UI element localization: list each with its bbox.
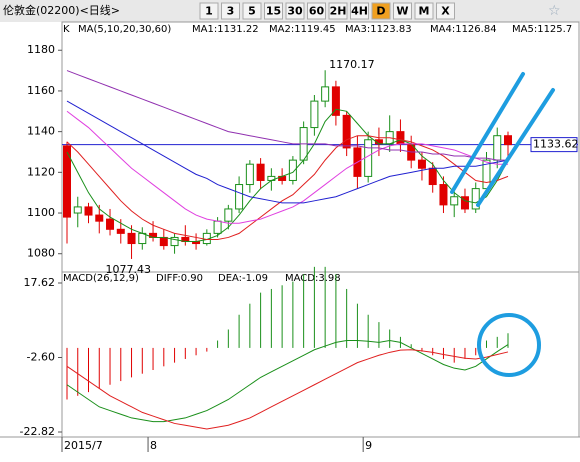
candle-body — [450, 196, 459, 206]
candle-body — [235, 184, 244, 210]
candle-body — [342, 114, 351, 149]
candle-body — [504, 135, 512, 146]
ma-line — [66, 108, 509, 243]
legend-title: MACD(26,12,9) — [63, 273, 139, 284]
button-label[interactable]: W — [396, 5, 408, 18]
candle-body — [245, 163, 254, 186]
high-annotation: 1170.17 — [329, 58, 375, 71]
toolbar-button[interactable] — [414, 2, 434, 20]
legend-entry: MA4:1126.84 — [430, 24, 497, 35]
button-label[interactable]: M — [419, 5, 430, 18]
macd-panel — [61, 271, 580, 438]
y-tick-label: 1160 — [27, 84, 55, 97]
button-label[interactable]: 30 — [287, 5, 303, 18]
legend-title: K — [63, 24, 70, 35]
button-label[interactable]: 4H — [351, 5, 368, 18]
x-tick-label: 2015/7 — [64, 439, 103, 452]
y-tick-label: 1100 — [27, 206, 55, 219]
legend-entry: DEA:-1.09 — [218, 273, 268, 284]
highlight-circle — [477, 313, 541, 377]
button-label[interactable]: D — [376, 5, 385, 18]
candle-body — [460, 196, 469, 210]
toolbar-button[interactable] — [307, 2, 326, 20]
y-tick-label: 1080 — [27, 247, 55, 260]
candle-body — [288, 159, 297, 181]
legend-label: MA(5,10,20,30,60) — [78, 24, 171, 35]
last-price-label: 1133.62 — [533, 138, 579, 151]
candle-body — [73, 206, 82, 214]
legend-entry: MA2:1119.45 — [269, 24, 336, 35]
toolbar-button[interactable] — [242, 2, 262, 20]
y-tick-label: 1120 — [27, 165, 55, 178]
candle-body — [159, 236, 168, 247]
candle-body — [116, 228, 125, 234]
macd-line — [66, 349, 509, 430]
candle-body — [471, 188, 480, 210]
candle-body — [84, 206, 93, 216]
button-label[interactable]: 15 — [266, 5, 281, 18]
x-tick-label: 9 — [365, 439, 372, 452]
button-label[interactable]: 1 — [205, 5, 213, 18]
ma-line — [66, 70, 508, 161]
button-label[interactable]: 3 — [227, 5, 235, 18]
trend-line — [476, 88, 555, 207]
ma-line — [66, 110, 508, 224]
y-tick-label: 1140 — [27, 125, 55, 138]
candle-body — [224, 208, 233, 222]
candle-body — [310, 100, 319, 129]
y-tick-label: 1180 — [27, 43, 55, 56]
toolbar-button[interactable] — [199, 2, 219, 20]
legend-entry: MA5:1125.7 — [512, 24, 572, 35]
legend-entry: DIFF:0.90 — [156, 273, 203, 284]
candle-body — [63, 145, 71, 218]
y-tick-label: -22.82 — [20, 425, 55, 438]
macd-line — [66, 340, 509, 423]
toolbar-button[interactable] — [264, 2, 283, 20]
last-price-box — [530, 137, 578, 153]
toolbar-button[interactable] — [221, 2, 240, 20]
legend-entry: MA3:1123.83 — [345, 24, 412, 35]
candle-body — [417, 159, 426, 169]
candle-body — [396, 131, 405, 145]
button-label[interactable]: 5 — [248, 5, 256, 18]
candle-body — [321, 86, 330, 102]
candle-body — [493, 135, 502, 161]
candle-body — [95, 214, 104, 222]
button-label[interactable]: 2H — [330, 5, 347, 18]
y-tick-label: 17.62 — [24, 276, 56, 289]
button-label[interactable]: X — [441, 5, 450, 18]
candle-body — [331, 86, 340, 116]
ma-line — [66, 135, 509, 240]
candle-body — [213, 220, 222, 234]
toolbar-button[interactable] — [350, 2, 369, 20]
toolbar-button[interactable] — [436, 2, 455, 20]
legend-entry: MACD:3.98 — [285, 273, 341, 284]
y-tick-label: -2.60 — [27, 350, 55, 363]
candle-body — [428, 167, 437, 186]
legend-entry: MA1:1131.22 — [192, 24, 259, 35]
ma-line — [66, 100, 509, 204]
candle-body — [106, 218, 115, 230]
toolbar-button[interactable] — [328, 2, 348, 20]
star[interactable]: ☆ — [548, 3, 561, 19]
button-label[interactable]: 60 — [309, 5, 325, 18]
toolbar-button[interactable] — [393, 2, 412, 20]
star-icon[interactable]: ☆ — [548, 3, 561, 19]
candle-body — [127, 232, 136, 245]
candle-body — [439, 184, 448, 206]
low-annotation: 1077.43 — [106, 263, 152, 276]
candle-body — [138, 232, 147, 245]
candle-body — [170, 236, 179, 247]
trend-line — [450, 72, 525, 194]
toolbar-button[interactable] — [371, 2, 391, 20]
candle-body — [256, 163, 265, 181]
x-tick-label: 8 — [150, 439, 157, 452]
candle-body — [364, 139, 373, 177]
toolbar-button[interactable] — [285, 2, 305, 20]
window-title: 伦敦金(02200)<日线> — [3, 3, 120, 17]
